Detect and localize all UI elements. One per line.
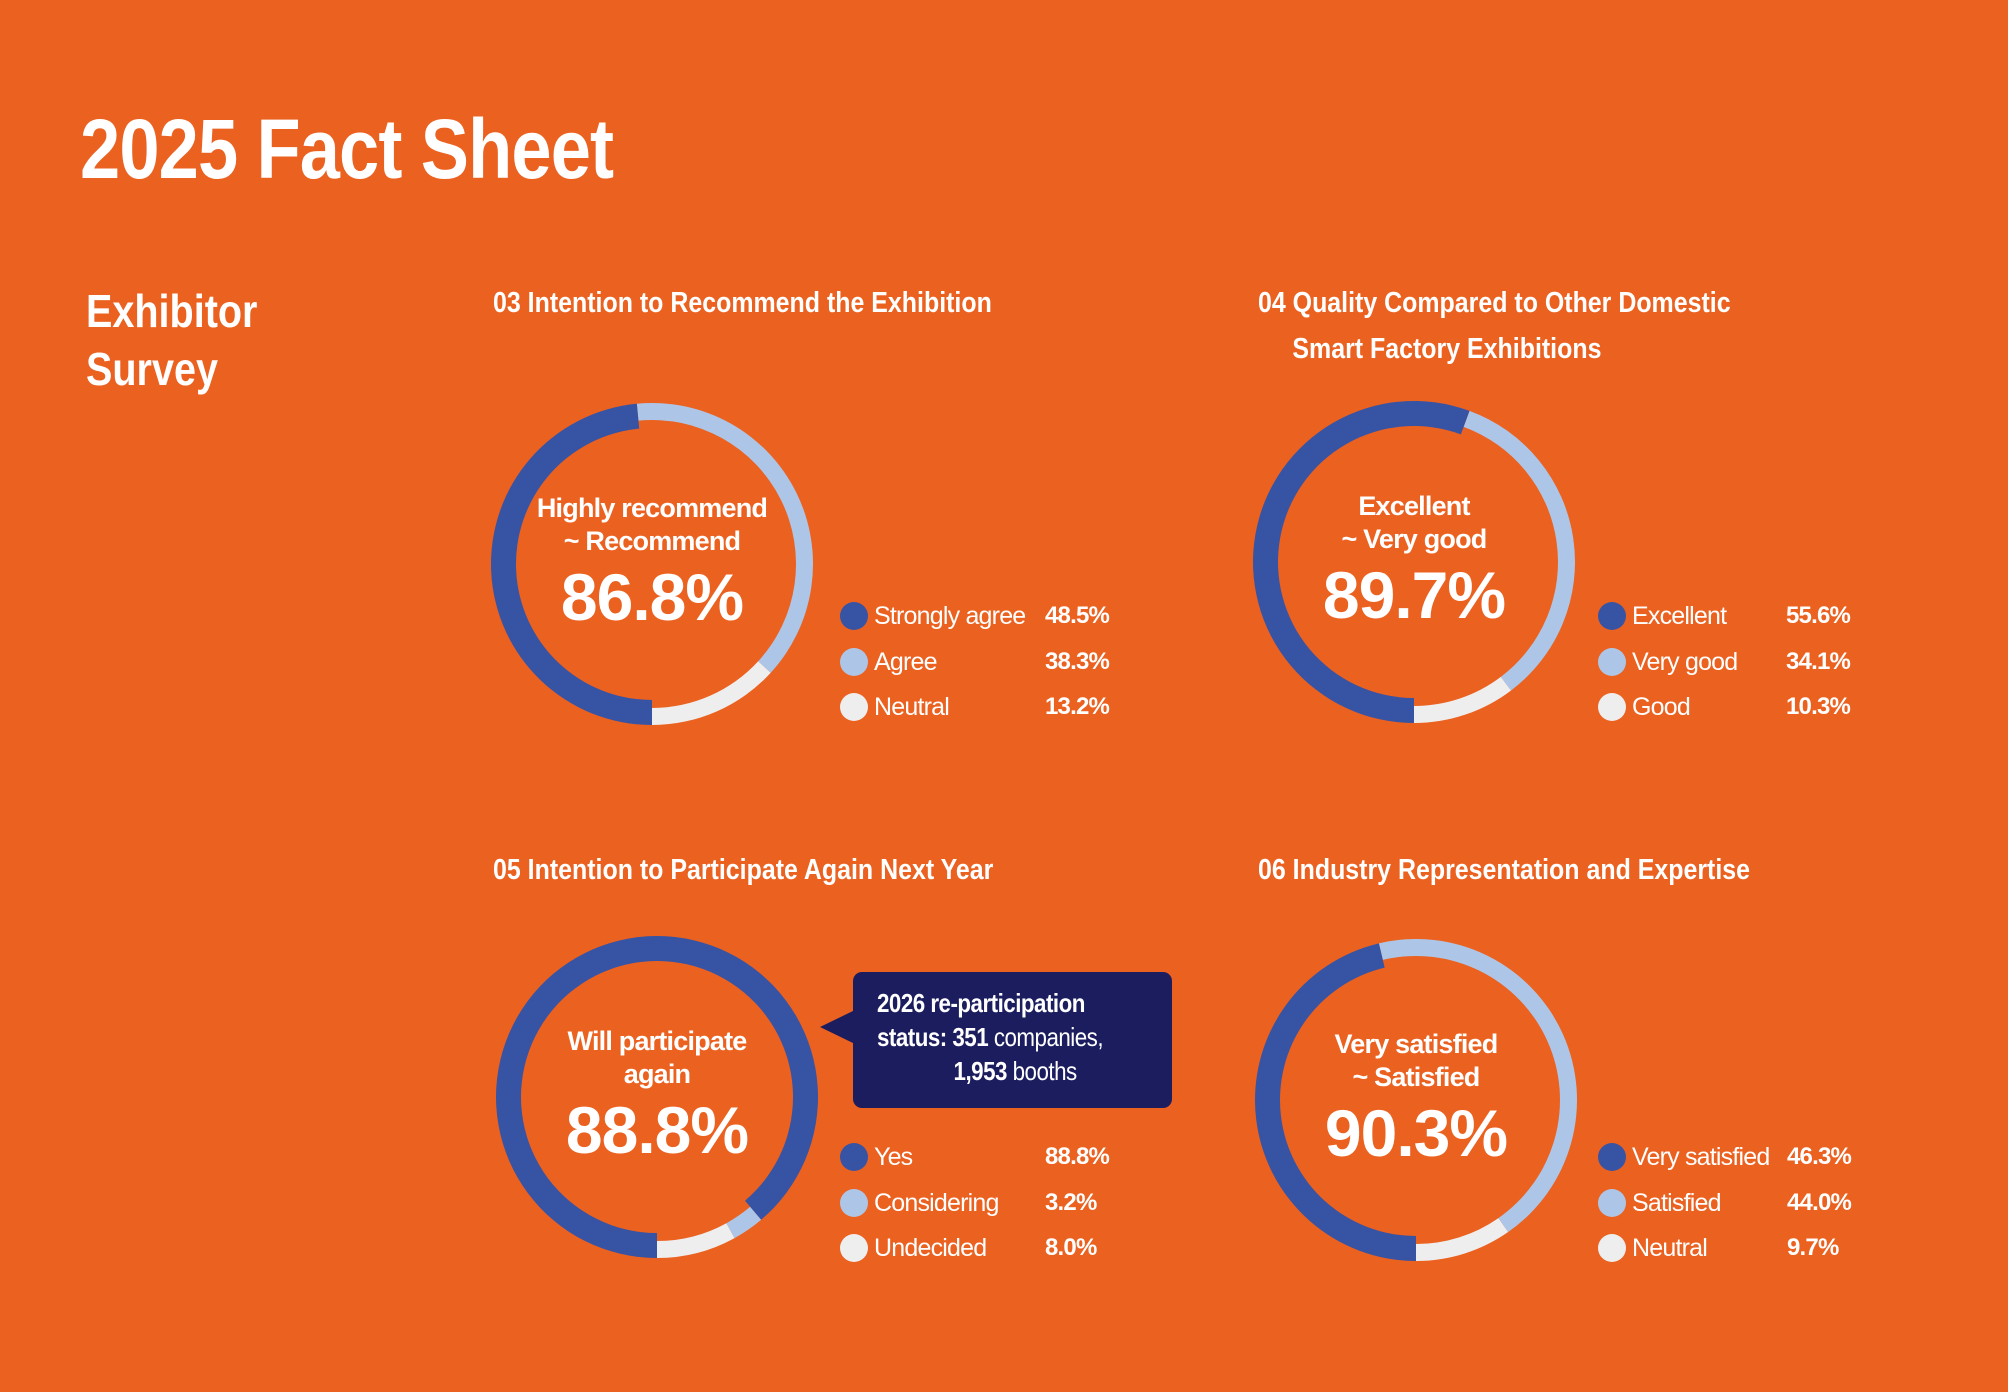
chart-05-center-value: 88.8% [565, 1093, 749, 1167]
chart-03-center-label-1: Highly recommend [536, 493, 768, 523]
chart-06-segment-primary [1255, 943, 1416, 1261]
chart-06-segment-tertiary [1416, 1218, 1509, 1261]
legend-label: Strongly agree [874, 602, 1026, 630]
chart-04-center-text: Excellent ~ Very good 89.7% [1284, 490, 1544, 634]
legend-value: 44.0% [1787, 1188, 1852, 1216]
chart-04-center-label-2: ~ Very good [1341, 524, 1488, 554]
chart-06-center-label-1: Very satisfied [1334, 1029, 1499, 1059]
legend-swatch-secondary [840, 1188, 868, 1217]
callout-pointer [820, 1010, 855, 1044]
legend-label: Good [1632, 693, 1691, 721]
chart-05-title: 05 Intention to Participate Again Next Y… [493, 847, 1075, 893]
chart-04-title: 04 Quality Compared to Other Domestic Sm… [1258, 280, 1808, 372]
legend-swatch-primary [1598, 602, 1626, 630]
page-title-text: 2025 Fact Sheet [80, 102, 614, 196]
chart-03-center-label-2: ~ Recommend [563, 526, 741, 556]
chart-05-segment-secondary [726, 1206, 762, 1239]
legend-label: Very good [1632, 647, 1738, 676]
callout-text: 2026 re-participation status: 351 compan… [877, 986, 1140, 1088]
legend-value: 48.5% [1045, 602, 1110, 629]
legend-swatch-tertiary [840, 1234, 868, 1262]
legend-label: Considering [874, 1188, 999, 1217]
chart-06-center-value: 90.3% [1324, 1096, 1508, 1170]
callout-line2-regular: companies, [988, 1022, 1104, 1052]
callout-line3-bold: 1,953 [953, 1056, 1008, 1086]
chart-03-segment-primary [491, 403, 652, 725]
legend-label: Agree [874, 647, 938, 676]
legend-value: 46.3% [1787, 1143, 1852, 1170]
chart-05-center-text: Will participate again 88.8% [527, 1025, 787, 1169]
chart-05-center-label-2: again [623, 1059, 691, 1089]
section-label: Exhibitor Survey [86, 282, 285, 398]
legend-value: 88.8% [1045, 1143, 1110, 1170]
chart-03-title: 03 Intention to Recommend the Exhibition [493, 280, 1073, 326]
chart-03-donut [491, 403, 813, 725]
legend-swatch-secondary [1598, 647, 1626, 676]
legend-swatch-tertiary [1598, 693, 1626, 721]
chart-05-title-text: 05 Intention to Participate Again Next Y… [493, 854, 994, 886]
chart-04-donut [1253, 400, 1575, 723]
legend-value: 10.3% [1786, 693, 1851, 720]
legend-label: Very satisfied [1632, 1143, 1770, 1171]
legend-value: 8.0% [1045, 1234, 1097, 1261]
chart-05-segment-tertiary [657, 1223, 735, 1258]
chart-06-donut [1255, 939, 1577, 1261]
chart-04-title-line2: Smart Factory Exhibitions [1292, 333, 1602, 365]
legend-label: Yes [874, 1143, 913, 1171]
callout-line1: 2026 re-participation [877, 988, 1085, 1018]
legend-value: 38.3% [1045, 647, 1110, 675]
legend-swatch-tertiary [1598, 1234, 1626, 1262]
legend-swatch-primary [840, 602, 868, 630]
chart-03-center-value: 86.8% [560, 560, 744, 634]
chart-04-title-line1: 04 Quality Compared to Other Domestic [1258, 287, 1731, 319]
chart-06-center-label-2: ~ Satisfied [1352, 1062, 1480, 1092]
page-title: 2025 Fact Sheet [80, 101, 700, 198]
legend-label: Satisfied [1632, 1188, 1721, 1217]
re-participation-callout: 2026 re-participation status: 351 compan… [853, 972, 1172, 1108]
legend-value: 55.6% [1786, 602, 1851, 629]
callout-line3-regular: booths [1006, 1056, 1078, 1086]
chart-03-segment-secondary [636, 403, 813, 673]
chart-06-title: 06 Industry Representation and Expertise [1258, 847, 1830, 893]
chart-03-title-text: 03 Intention to Recommend the Exhibition [493, 287, 992, 319]
chart-05-donut [496, 936, 818, 1258]
legend-label: Excellent [1632, 602, 1727, 630]
chart-05-center-label-1: Will participate [567, 1026, 748, 1056]
chart-03-center-text: Highly recommend ~ Recommend 86.8% [522, 492, 782, 636]
legend-swatch-secondary [840, 647, 868, 676]
legend-swatch-primary [840, 1143, 868, 1171]
legend-value: 3.2% [1045, 1188, 1097, 1216]
legend-label: Undecided [874, 1234, 987, 1262]
legend-value: 34.1% [1786, 647, 1851, 675]
chart-06-center-text: Very satisfied ~ Satisfied 90.3% [1286, 1028, 1546, 1172]
callout-line2-bold: status: 351 [877, 1022, 989, 1052]
legend-label: Neutral [874, 693, 950, 721]
legend-label: Neutral [1632, 1234, 1708, 1262]
chart-03-segment-tertiary [652, 661, 771, 725]
section-label-line1: Exhibitor [86, 285, 258, 337]
section-label-line2: Survey [86, 343, 218, 395]
legend-swatch-primary [1598, 1143, 1626, 1171]
legend-swatch-tertiary [840, 693, 868, 721]
chart-04-segment-secondary [1463, 410, 1575, 691]
chart-06-title-text: 06 Industry Representation and Expertise [1258, 854, 1751, 886]
legend-value: 9.7% [1787, 1234, 1839, 1261]
legend-value: 13.2% [1045, 693, 1110, 720]
chart-04-center-label-1: Excellent [1358, 491, 1470, 521]
chart-04-center-value: 89.7% [1322, 558, 1506, 632]
chart-04-segment-tertiary [1414, 676, 1512, 723]
legend-swatch-secondary [1598, 1188, 1626, 1217]
